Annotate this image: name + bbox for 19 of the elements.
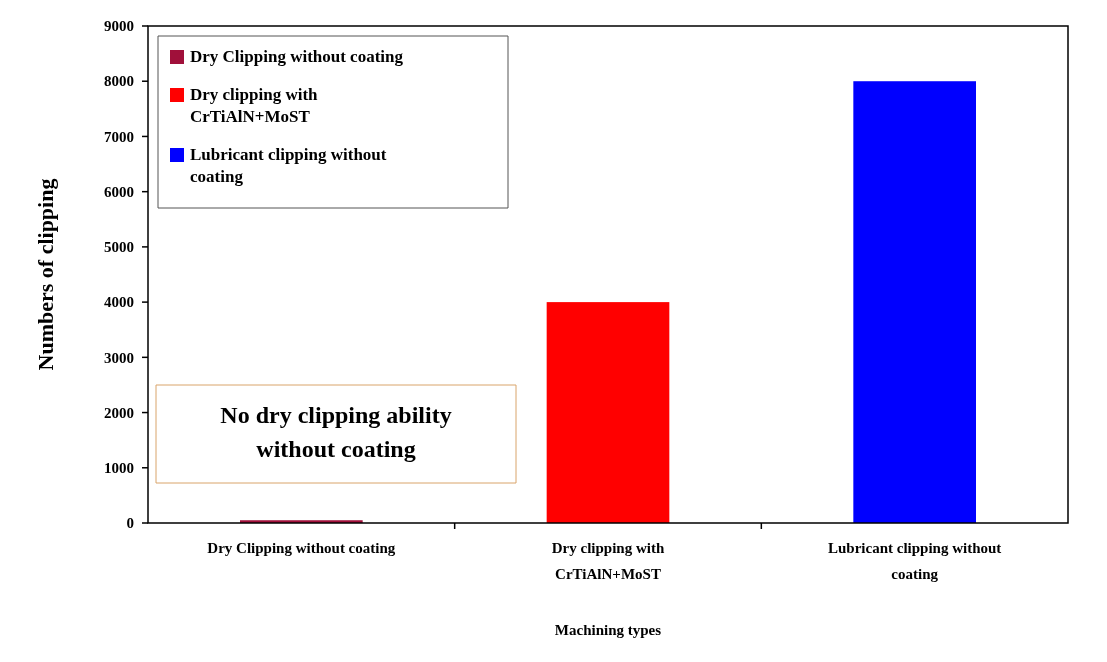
y-tick-label: 2000 <box>104 404 134 421</box>
legend-label: Dry clipping with CrTiAlN+MoST <box>190 85 319 126</box>
x-tick-label: Dry Clipping without coating <box>207 540 396 556</box>
y-tick-label: 4000 <box>104 294 134 311</box>
y-tick-label: 1000 <box>104 460 134 477</box>
y-tick-label: 7000 <box>104 128 134 145</box>
legend-label: Lubricant clipping without coating <box>190 145 387 186</box>
y-tick-label: 6000 <box>104 183 134 200</box>
legend-label: Dry Clipping without coating <box>190 47 404 66</box>
y-axis-title: Numbers of clipping <box>33 178 58 371</box>
y-tick-label: 5000 <box>104 239 134 256</box>
y-tick-label: 0 <box>126 515 134 532</box>
x-axis-title: Machining types <box>554 622 662 638</box>
y-tick-label: 3000 <box>104 349 134 366</box>
x-tick-label: Dry clipping with CrTiAlN+MoST <box>551 540 665 582</box>
x-tick-label: Lubricant clipping without coating <box>827 540 1002 582</box>
y-tick-label: 9000 <box>104 18 134 35</box>
annotation: No dry clipping ability without coating <box>220 402 452 462</box>
y-tick-label: 8000 <box>104 73 134 90</box>
